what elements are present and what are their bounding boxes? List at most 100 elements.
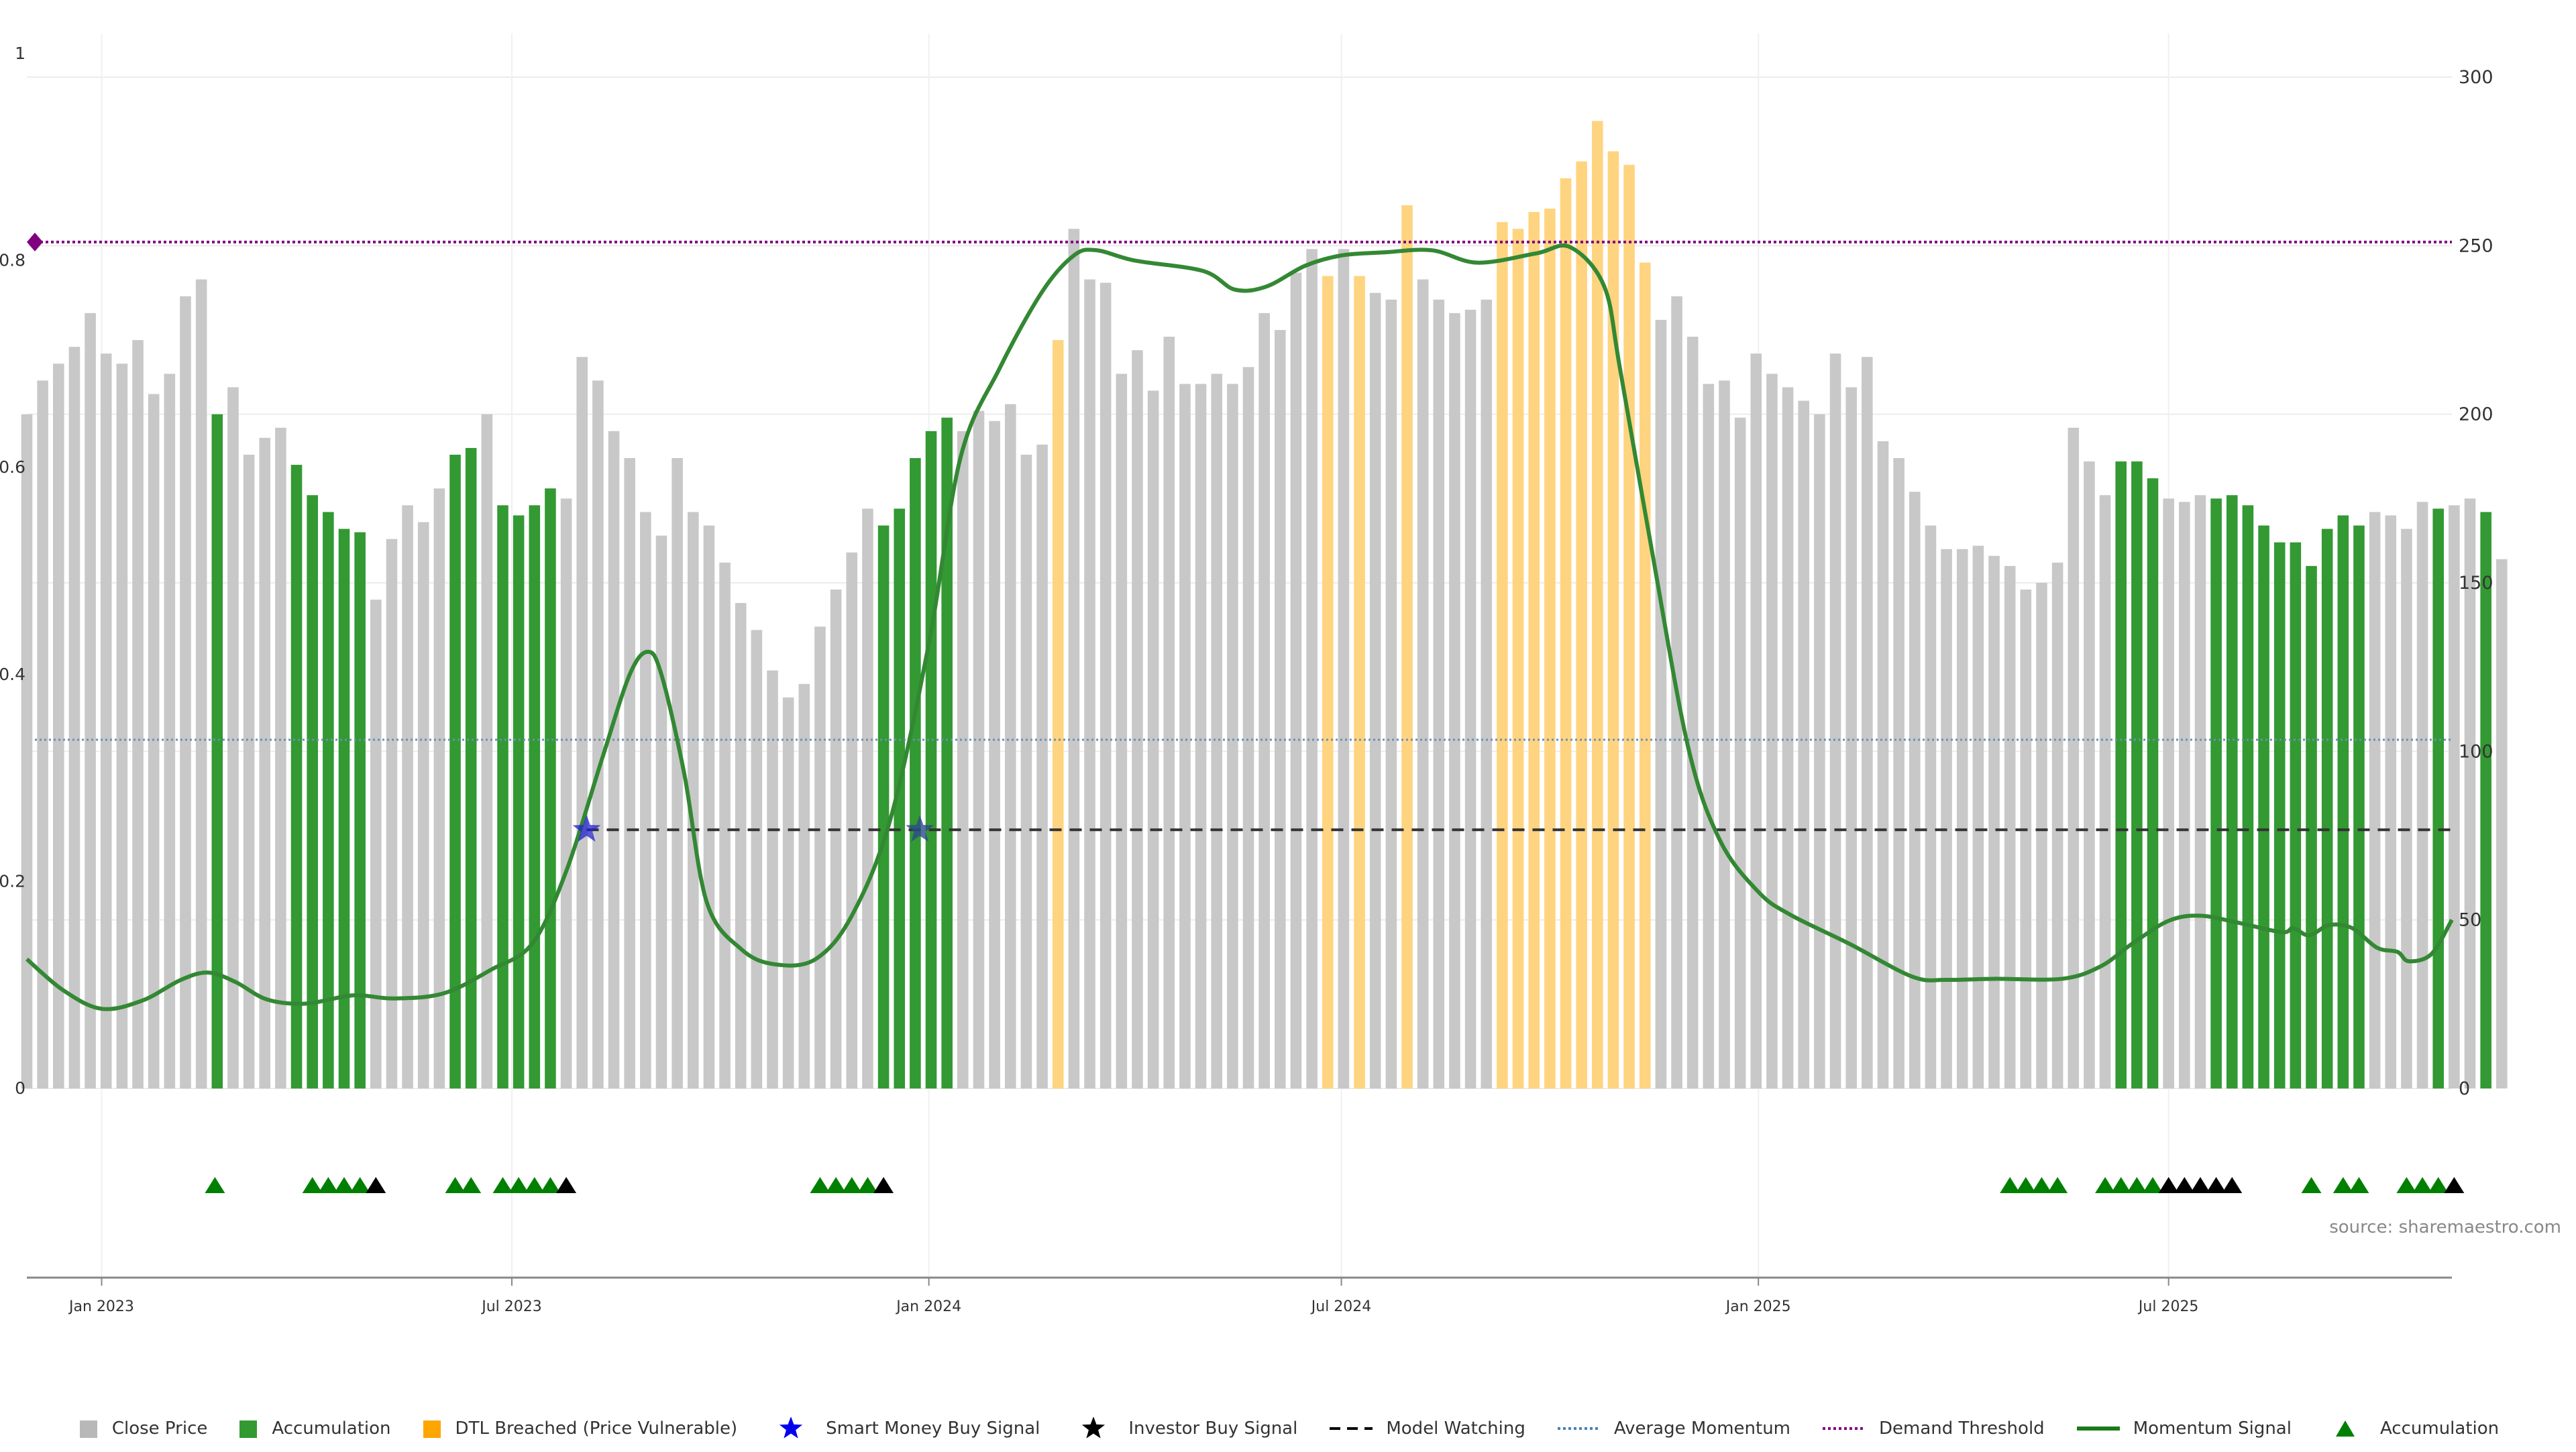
close-price-bar — [1750, 353, 1762, 1088]
legend-item: Average Momentum — [1555, 1417, 1790, 1440]
close-price-bar — [1909, 492, 1921, 1088]
legend-item: DTL Breached (Price Vulnerable) — [421, 1417, 737, 1440]
accumulation-bar — [925, 431, 937, 1088]
legend-item: Demand Threshold — [1820, 1417, 2045, 1440]
accumulation-bar — [323, 512, 334, 1088]
close-price-bar — [814, 626, 826, 1088]
accumulation-bar — [513, 515, 525, 1088]
legend-label: Accumulation — [272, 1418, 391, 1439]
close-price-bar — [2401, 528, 2412, 1088]
accumulation-bar — [449, 454, 461, 1088]
accumulation-bar — [354, 532, 366, 1088]
dtl-breached-bar — [1592, 121, 1603, 1088]
accumulation-triangle — [2110, 1177, 2131, 1193]
accumulation-bar — [338, 528, 350, 1088]
close-price-bar — [1829, 353, 1841, 1088]
close-price-bar — [687, 512, 699, 1088]
close-price-bar — [2416, 502, 2428, 1088]
accumulation-triangle — [205, 1177, 225, 1193]
close-price-bar — [386, 539, 398, 1088]
accumulation-triangle-black — [2222, 1177, 2243, 1193]
close-price-bar — [989, 421, 1000, 1088]
y-right-tick-label: 0 — [2459, 1078, 2470, 1099]
accumulation-bar — [2210, 498, 2222, 1088]
accumulation-triangle — [508, 1177, 529, 1193]
legend-star-icon — [780, 1417, 803, 1439]
close-price-bar — [1338, 249, 1350, 1088]
close-price-bar — [37, 380, 48, 1088]
legend-item: Momentum Signal — [2074, 1417, 2292, 1440]
accumulation-triangle — [2015, 1177, 2036, 1193]
accumulation-triangle-black — [2158, 1177, 2179, 1193]
legend-star-icon — [1082, 1417, 1106, 1439]
accumulation-triangle — [810, 1177, 830, 1193]
close-price-bar — [2051, 562, 2063, 1088]
close-price-bar — [433, 488, 445, 1088]
legend-item: Smart Money Buy Signal — [767, 1417, 1040, 1440]
accumulation-bar — [2353, 525, 2365, 1088]
momentum-signal-line — [25, 243, 2454, 1011]
close-price-bar — [2369, 512, 2381, 1088]
close-price-bar — [1275, 330, 1286, 1088]
legend-triangle-icon — [2335, 1420, 2355, 1437]
close-price-bar — [259, 437, 271, 1088]
x-tick-label: Jul 2025 — [2137, 1298, 2199, 1315]
dtl-breached-bar — [1623, 164, 1635, 1088]
close-price-bar — [2464, 498, 2476, 1088]
accumulation-triangle — [461, 1177, 482, 1193]
investor-buy-star — [906, 815, 934, 842]
dtl-breached-bar — [1512, 229, 1524, 1089]
close-price-bar — [846, 552, 858, 1088]
accumulation-triangle — [350, 1177, 370, 1193]
close-price-bar — [1814, 414, 1825, 1088]
accumulation-triangle — [2349, 1177, 2369, 1193]
close-price-bar — [1068, 229, 1080, 1089]
close-price-bar — [830, 590, 842, 1088]
reference-lines — [35, 240, 2452, 832]
close-price-bar — [2496, 559, 2508, 1088]
legend-label: Smart Money Buy Signal — [826, 1418, 1040, 1439]
close-price-bar — [957, 431, 969, 1088]
close-price-bar — [68, 347, 80, 1089]
source-note: source: sharemaestro.com — [2329, 1217, 2561, 1237]
x-tick-label: Jan 2024 — [895, 1298, 961, 1315]
y-right-tick-label: 200 — [2459, 404, 2493, 425]
accumulation-triangle — [2412, 1177, 2433, 1193]
close-price-bar — [1988, 555, 2000, 1088]
y-left-tick-label: 0.4 — [0, 665, 25, 684]
accumulation-triangle — [2143, 1177, 2163, 1193]
close-price-bar — [2020, 590, 2032, 1088]
close-price-bar — [1020, 454, 1032, 1088]
close-price-bar — [1941, 549, 1952, 1088]
accumulation-triangle — [857, 1177, 878, 1193]
close-price-bar — [402, 505, 413, 1088]
accumulation-triangle — [2047, 1177, 2068, 1193]
close-price-bar — [2084, 461, 2095, 1088]
close-price-bar — [1116, 374, 1128, 1088]
legend-dot-icon — [1823, 1427, 1866, 1430]
accumulation-bar — [290, 465, 303, 1088]
close-price-bar — [2179, 502, 2190, 1088]
accumulation-triangle-black — [2444, 1177, 2465, 1193]
close-price-bar — [640, 512, 651, 1088]
dtl-breached-bar — [1052, 340, 1064, 1089]
close-price-bar — [1845, 387, 1857, 1088]
close-price-bar — [862, 508, 873, 1088]
close-price-bar — [973, 410, 985, 1088]
legend-label: Average Momentum — [1613, 1418, 1791, 1439]
close-price-bar — [1369, 292, 1381, 1088]
close-price-bar — [735, 603, 747, 1088]
close-price-bar — [576, 357, 588, 1088]
accumulation-bar — [894, 508, 906, 1088]
x-tick-label: Jan 2023 — [68, 1298, 134, 1315]
y-left-tick-label: 0 — [15, 1078, 25, 1098]
dtl-breached-bar — [1576, 161, 1587, 1089]
close-price-bar — [1211, 374, 1223, 1088]
close-price-bar — [751, 630, 763, 1088]
legend-label: Accumulation — [2379, 1418, 2500, 1439]
close-price-bar — [1036, 444, 1048, 1088]
accumulation-triangle — [445, 1177, 466, 1193]
y-right-tick-label: 100 — [2459, 741, 2493, 762]
close-price-bar — [243, 454, 255, 1088]
